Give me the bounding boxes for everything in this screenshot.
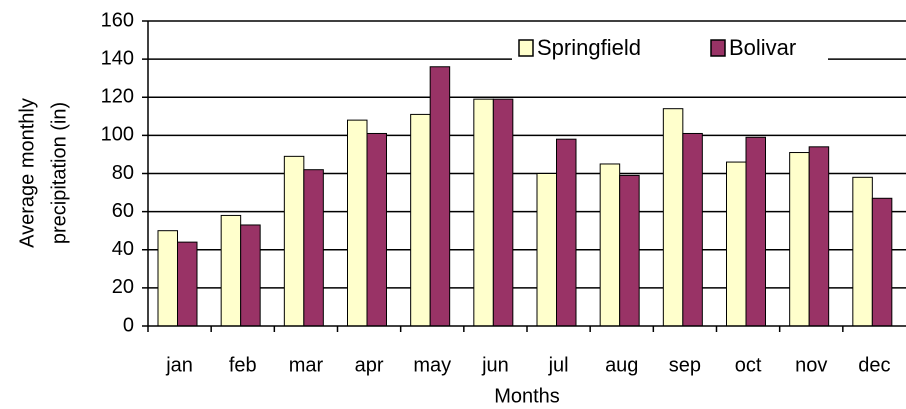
bar xyxy=(283,155,305,327)
y-axis-label: precipitation (in) xyxy=(48,102,70,244)
legend-swatch xyxy=(518,39,534,57)
x-tick-label: sep xyxy=(669,354,701,376)
bar xyxy=(429,66,451,327)
x-tick-label: nov xyxy=(795,354,827,376)
legend-label: Bolivar xyxy=(729,35,796,60)
bar xyxy=(157,230,178,327)
y-tick-label: 20 xyxy=(112,276,134,298)
x-tick-label: jul xyxy=(548,354,569,376)
bar xyxy=(871,197,893,327)
bar xyxy=(745,136,766,327)
legend-label: Springfield xyxy=(537,35,641,60)
bar xyxy=(852,176,873,327)
y-tick-label: 160 xyxy=(101,9,134,31)
x-tick-label: may xyxy=(413,354,451,376)
bar xyxy=(619,174,640,327)
bar xyxy=(599,163,621,327)
x-tick-label: apr xyxy=(355,354,384,376)
legend-box xyxy=(512,33,828,64)
x-tick-label: mar xyxy=(289,354,324,376)
bar xyxy=(240,224,261,327)
y-tick-label: 0 xyxy=(123,314,134,336)
x-tick-label: dec xyxy=(858,354,890,376)
bar xyxy=(662,108,684,327)
bar xyxy=(347,119,368,327)
y-tick-label: 120 xyxy=(101,86,134,108)
x-tick-label: oct xyxy=(735,354,762,376)
bar xyxy=(682,132,703,327)
y-tick-label: 100 xyxy=(101,124,134,146)
legend-swatch xyxy=(710,39,726,57)
bar xyxy=(536,173,557,327)
y-tick-label: 40 xyxy=(112,238,134,260)
bar xyxy=(556,138,577,327)
bar xyxy=(366,132,387,327)
x-tick-label: aug xyxy=(605,354,638,376)
x-tick-label: feb xyxy=(229,354,257,376)
bar xyxy=(808,146,830,327)
y-tick-label: 80 xyxy=(112,162,134,184)
bar xyxy=(410,113,431,327)
bar xyxy=(473,98,494,327)
x-tick-label: jun xyxy=(481,354,509,376)
x-axis-label: Months xyxy=(494,385,560,407)
bar xyxy=(220,214,242,327)
y-tick-label: 60 xyxy=(112,200,134,222)
bar xyxy=(303,169,324,327)
bar xyxy=(492,98,514,327)
bar xyxy=(177,241,198,327)
y-tick-label: 140 xyxy=(101,47,134,69)
x-tick-label: jan xyxy=(165,354,193,376)
y-axis-label: Average monthly xyxy=(16,98,38,248)
bar xyxy=(789,152,810,327)
bar xyxy=(726,161,747,327)
